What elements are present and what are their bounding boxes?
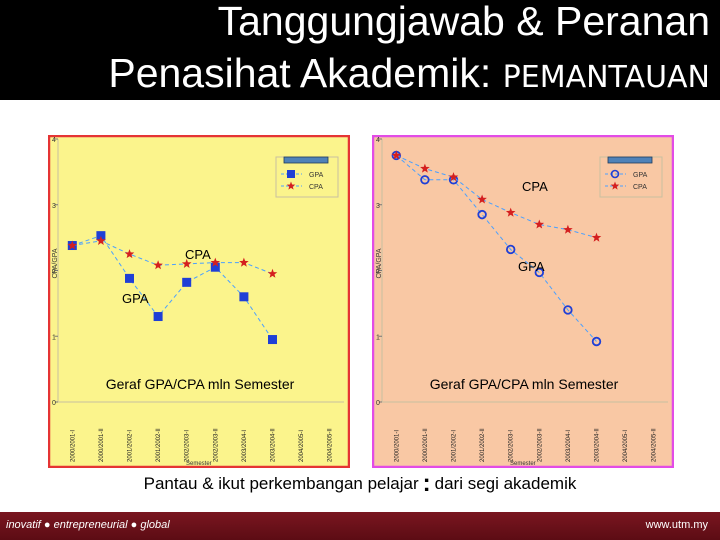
legend-header xyxy=(283,156,329,164)
data-point-gpa xyxy=(239,292,249,302)
legend-header xyxy=(607,156,653,164)
page-title-line2: Penasihat Akademik: PEMANTAUAN xyxy=(108,50,710,101)
data-point-cpa xyxy=(448,172,459,182)
series-line-cpa xyxy=(72,240,273,275)
annotation-gpa: GPA xyxy=(122,291,149,306)
x-tick-label: 2002/2003-II xyxy=(537,428,543,462)
x-tick-label: 2000/2001-I xyxy=(394,430,400,462)
data-point-gpa xyxy=(505,244,516,255)
data-point-cpa xyxy=(181,258,192,268)
y-tick-label: 3 xyxy=(52,203,56,210)
data-point-gpa xyxy=(182,277,192,287)
data-point-cpa xyxy=(391,150,402,160)
data-point-cpa xyxy=(420,163,430,173)
legend-label-gpa: GPA xyxy=(633,172,648,179)
series-line-gpa xyxy=(72,235,273,340)
y-tick-label: 2 xyxy=(376,269,380,276)
y-tick-label: 0 xyxy=(52,400,56,407)
legend-label-cpa: CPA xyxy=(309,184,323,191)
data-point-gpa xyxy=(268,335,277,345)
data-point-gpa xyxy=(125,273,134,283)
data-point-cpa xyxy=(239,257,249,267)
x-tick-label: 2002/2003-I xyxy=(185,430,191,462)
data-point-cpa xyxy=(124,249,135,259)
data-point-cpa xyxy=(591,232,602,242)
footer-url[interactable]: www.utm.my xyxy=(645,519,708,531)
chart-gpa-cpa-right: 0 1 2 3 4 CPA/GPA 2000/2001-I 2000/2001-II 2001/… xyxy=(372,135,674,468)
y-tick-label: 1 xyxy=(376,334,380,341)
data-point-cpa xyxy=(563,224,573,234)
x-axis-label: Semester xyxy=(186,461,212,467)
data-point-cpa xyxy=(153,260,163,270)
data-point-cpa xyxy=(505,207,516,217)
y-axis-label: CPA/GPA xyxy=(376,248,383,278)
legend-marker-cpa xyxy=(286,181,296,190)
annotation-cpa: CPA xyxy=(522,179,548,194)
data-point-cpa xyxy=(96,235,106,245)
x-tick-label: 2002/2003-II xyxy=(213,428,219,462)
x-tick-label: 2003/2004-II xyxy=(271,428,277,462)
x-axis-label: Semester xyxy=(510,461,536,467)
data-point-cpa xyxy=(67,240,78,250)
annotation-cpa: CPA xyxy=(185,247,211,262)
series-line-gpa xyxy=(395,155,597,342)
annotation-gpa: GPA xyxy=(518,259,545,274)
caption-right: dari segi akademik xyxy=(434,474,577,493)
data-point-gpa xyxy=(420,175,430,185)
data-point-cpa xyxy=(534,219,545,229)
y-tick-label: 1 xyxy=(52,334,56,341)
legend-marker-gpa xyxy=(287,170,295,178)
data-point-cpa xyxy=(477,194,487,204)
x-tick-label: 2004/2005-II xyxy=(328,428,334,462)
caption: Pantau & ikut perkembangan pelajar: dari … xyxy=(0,470,720,498)
data-point-gpa xyxy=(477,209,487,220)
x-tick-label: 2004/2005-II xyxy=(652,428,658,462)
series-line-cpa xyxy=(396,154,597,239)
title-bar: Tanggungjawab & Peranan Penasihat Akadem… xyxy=(0,0,720,100)
footer-tagline: inovatif ● entrepreneurial ● global xyxy=(6,519,170,531)
chart-gpa-cpa-left: 0 1 2 3 4 CPA/GPA 2000/2001-I 2000/2001-II 2001/… xyxy=(48,135,350,468)
x-tick-label: 2003/2004-I xyxy=(242,430,248,462)
page-title-main: Penasihat Akademik: xyxy=(108,50,492,96)
x-tick-label: 2001/2002-I xyxy=(128,430,134,462)
y-tick-label: 2 xyxy=(52,269,56,276)
data-point-gpa xyxy=(534,267,544,278)
y-tick-label: 4 xyxy=(52,137,56,144)
footer-bar: inovatif ● entrepreneurial ● global www.… xyxy=(0,512,720,540)
caption-left: Pantau & ikut perkembangan pelajar xyxy=(143,474,419,493)
caption-colon: : xyxy=(422,470,431,497)
x-tick-label: 2002/2003-I xyxy=(509,430,515,462)
data-point-gpa xyxy=(210,262,220,272)
data-point-cpa xyxy=(210,257,221,267)
x-tick-label: 2001/2002-I xyxy=(452,430,458,462)
y-axis-label: CPA/GPA xyxy=(52,248,59,278)
chart-frame xyxy=(48,135,350,468)
x-tick-label: 2004/2005-I xyxy=(623,430,629,462)
x-tick-label: 2000/2001-II xyxy=(99,428,105,462)
y-tick-label: 3 xyxy=(376,203,380,210)
x-tick-label: 2004/2005-I xyxy=(299,430,305,462)
data-point-gpa xyxy=(153,312,163,322)
page-title-accent: PEMANTAUAN xyxy=(502,60,710,95)
x-tick-label: 2001/2002-II xyxy=(480,428,486,462)
legend-marker-cpa xyxy=(610,181,620,190)
data-point-gpa xyxy=(96,231,106,241)
page-title-line1: Tanggungjawab & Peranan xyxy=(217,0,710,44)
x-tick-label: 2000/2001-II xyxy=(423,428,429,462)
legend-marker-gpa xyxy=(610,169,620,179)
y-tick-label: 0 xyxy=(376,400,380,407)
x-tick-label: 2000/2001-I xyxy=(70,430,76,462)
legend-label-cpa: CPA xyxy=(633,184,647,191)
x-tick-label: 2003/2004-II xyxy=(595,428,601,462)
y-tick-label: 4 xyxy=(376,137,380,144)
chart-title: Geraf GPA/CPA mln Semester xyxy=(106,376,295,392)
data-point-cpa xyxy=(267,268,278,278)
data-point-gpa xyxy=(591,336,602,347)
data-point-gpa xyxy=(563,305,573,315)
x-tick-label: 2003/2004-I xyxy=(566,430,572,462)
legend-label-gpa: GPA xyxy=(309,172,324,179)
x-tick-label: 2001/2002-II xyxy=(156,428,162,462)
chart-title: Geraf GPA/CPA mln Semester xyxy=(430,376,619,392)
chart-frame xyxy=(372,135,674,468)
